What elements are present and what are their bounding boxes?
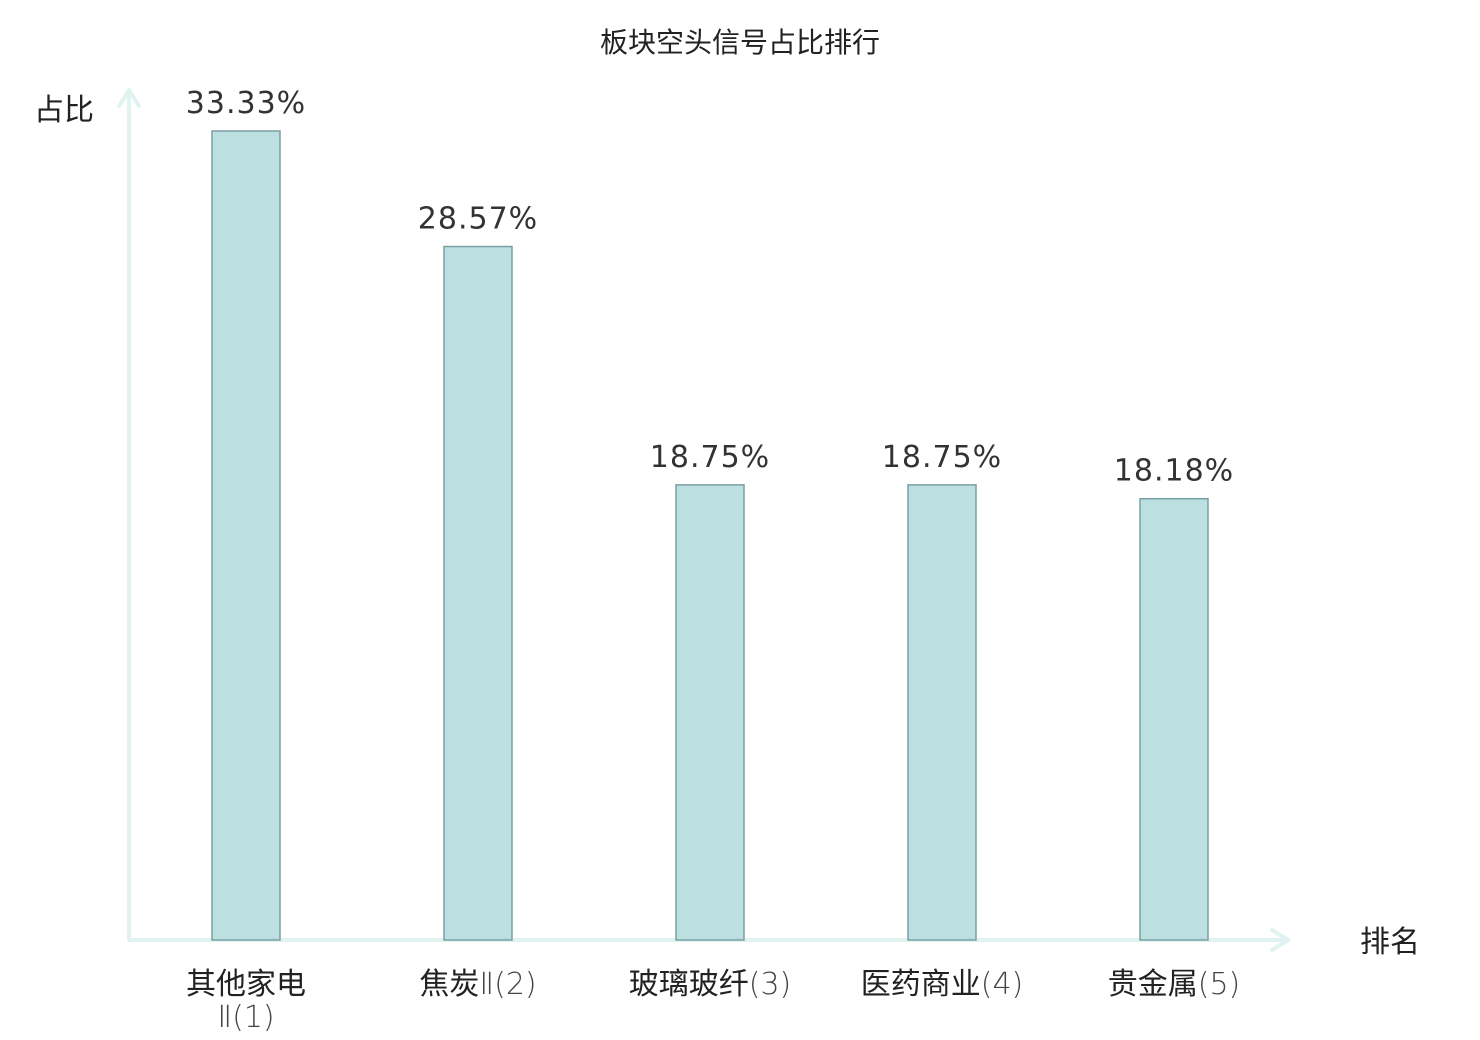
value-label-4: 18.75%: [882, 440, 1002, 475]
y-axis-arrow-icon: [117, 88, 141, 108]
category-rank-1: Ⅱ(1): [217, 1000, 274, 1035]
category-name-3: 玻璃玻纤: [629, 967, 749, 1002]
category-rank-5: (5): [1198, 967, 1241, 1002]
value-label-3: 18.75%: [650, 440, 770, 475]
value-labels: 33.33% 28.57% 18.75% 18.75% 18.18%: [186, 86, 1234, 489]
category-label-5: 贵金属(5): [1108, 967, 1241, 1002]
category-label-1: 其他家电 Ⅱ(1): [186, 967, 306, 1035]
category-rank-4: (4): [981, 967, 1024, 1002]
bar-1: [211, 130, 281, 941]
category-name-5: 贵金属: [1108, 967, 1198, 1002]
x-axis-label: 排名: [1360, 925, 1420, 960]
category-rank-3: (3): [749, 967, 792, 1002]
y-axis-label: 占比: [34, 93, 94, 128]
category-label-3: 玻璃玻纤(3): [629, 967, 792, 1002]
category-label-2: 焦炭Ⅱ(2): [419, 967, 536, 1002]
category-rank-2: Ⅱ(2): [479, 967, 536, 1002]
category-name-1: 其他家电: [186, 967, 306, 1002]
category-name-2: 焦炭: [419, 967, 479, 1002]
value-label-1: 33.33%: [186, 86, 306, 121]
value-label-2: 28.57%: [418, 202, 538, 237]
value-label-5: 18.18%: [1114, 454, 1234, 489]
bar-2: [443, 245, 513, 941]
bars: [211, 130, 1209, 941]
x-axis-arrow-icon: [1270, 928, 1290, 952]
chart-title: 板块空头信号占比排行: [600, 26, 880, 59]
bar-5: [1139, 497, 1209, 941]
bar-4: [907, 484, 977, 941]
category-label-4: 医药商业(4): [861, 967, 1024, 1002]
bar-3: [675, 484, 745, 941]
category-labels: 其他家电 Ⅱ(1) 焦炭Ⅱ(2) 玻璃玻纤(3) 医药商业(4) 贵金属(5): [186, 967, 1240, 1035]
category-name-4: 医药商业: [861, 967, 981, 1002]
